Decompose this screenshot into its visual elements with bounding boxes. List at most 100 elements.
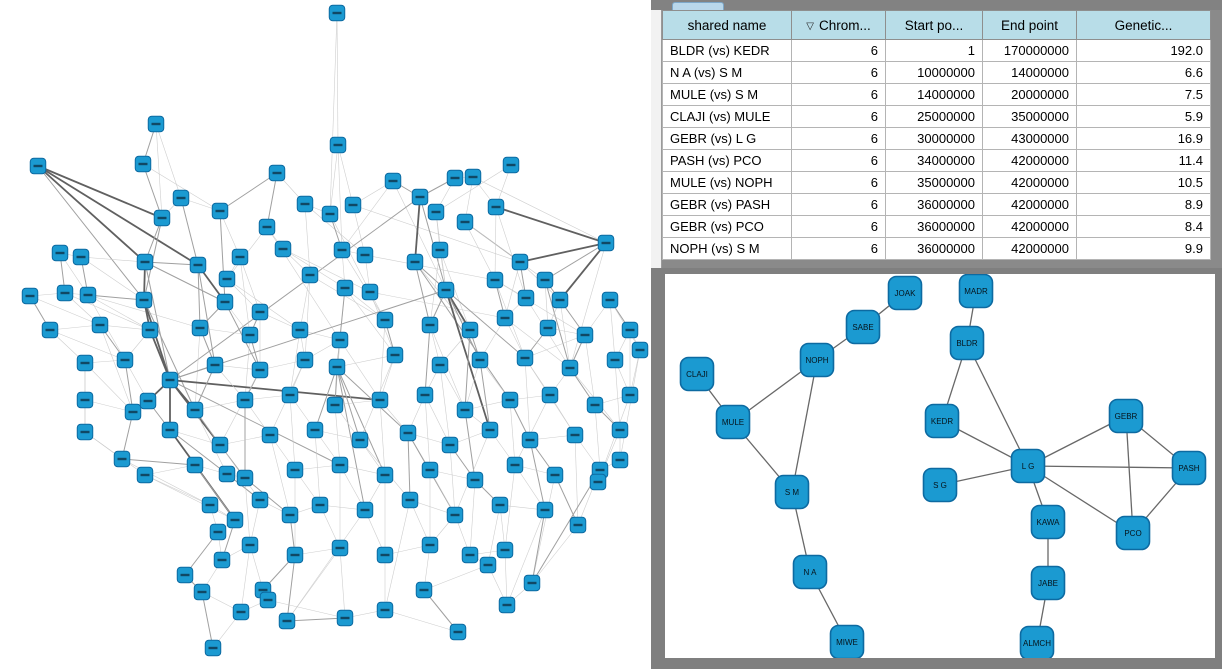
network-node[interactable]	[386, 346, 404, 364]
network-node[interactable]	[589, 473, 607, 491]
network-node[interactable]	[231, 248, 249, 266]
table-cell[interactable]: 6.6	[1076, 61, 1211, 84]
network-node-n-a[interactable]: N A	[792, 554, 828, 590]
table-cell[interactable]: 6	[791, 215, 886, 238]
network-node[interactable]	[336, 279, 354, 297]
network-node[interactable]	[241, 536, 259, 554]
table-cell[interactable]: PASH (vs) PCO	[662, 149, 792, 172]
network-node[interactable]	[281, 506, 299, 524]
network-node[interactable]	[76, 391, 94, 409]
network-node[interactable]	[546, 466, 564, 484]
network-node[interactable]	[561, 359, 579, 377]
table-row[interactable]: GEBR (vs) L G 6 30000000 43000000 16.9	[662, 127, 1211, 150]
network-node[interactable]	[576, 326, 594, 344]
network-node[interactable]	[601, 291, 619, 309]
network-node[interactable]	[291, 321, 309, 339]
network-node[interactable]	[351, 431, 369, 449]
network-node-almch[interactable]: ALMCH	[1019, 625, 1055, 659]
network-node[interactable]	[456, 401, 474, 419]
network-node-claji[interactable]: CLAJI	[679, 356, 715, 392]
table-cell[interactable]: 7.5	[1076, 83, 1211, 106]
table-cell[interactable]: 6	[791, 61, 886, 84]
table-cell[interactable]: 14000000	[982, 61, 1077, 84]
network-node[interactable]	[124, 403, 142, 421]
network-node[interactable]	[376, 601, 394, 619]
table-row[interactable]: N A (vs) S M 6 10000000 14000000 6.6	[662, 61, 1211, 84]
network-node[interactable]	[134, 155, 152, 173]
table-cell[interactable]: 34000000	[885, 149, 983, 172]
network-node[interactable]	[427, 203, 445, 221]
column-header-shared-name[interactable]: shared name	[662, 10, 792, 40]
network-node[interactable]	[421, 316, 439, 334]
network-node[interactable]	[193, 583, 211, 601]
table-cell[interactable]: 6	[791, 105, 886, 128]
table-cell[interactable]: 1	[885, 39, 983, 62]
network-node[interactable]	[611, 451, 629, 469]
table-cell[interactable]: 36000000	[885, 237, 983, 260]
table-cell[interactable]: 8.9	[1076, 193, 1211, 216]
network-node[interactable]	[76, 354, 94, 372]
network-node[interactable]	[496, 309, 514, 327]
network-node[interactable]	[464, 168, 482, 186]
network-node[interactable]	[251, 491, 269, 509]
network-node[interactable]	[449, 623, 467, 641]
table-cell[interactable]: 16.9	[1076, 127, 1211, 150]
network-node[interactable]	[456, 213, 474, 231]
network-node[interactable]	[91, 316, 109, 334]
network-node[interactable]	[406, 253, 424, 271]
table-cell[interactable]: 6	[791, 83, 886, 106]
network-node[interactable]	[399, 424, 417, 442]
network-node[interactable]	[621, 386, 639, 404]
table-cell[interactable]: MULE (vs) S M	[662, 83, 792, 106]
network-node[interactable]	[191, 319, 209, 337]
network-node[interactable]	[136, 466, 154, 484]
table-cell[interactable]: NOPH (vs) S M	[662, 237, 792, 260]
table-cell[interactable]: 14000000	[885, 83, 983, 106]
network-node[interactable]	[486, 271, 504, 289]
table-cell[interactable]: BLDR (vs) KEDR	[662, 39, 792, 62]
network-node[interactable]	[328, 358, 346, 376]
network-node[interactable]	[517, 289, 535, 307]
table-cell[interactable]: GEBR (vs) L G	[662, 127, 792, 150]
network-node-gebr[interactable]: GEBR	[1108, 398, 1144, 434]
network-node[interactable]	[551, 291, 569, 309]
table-row[interactable]: BLDR (vs) KEDR 6 1 170000000 192.0	[662, 39, 1211, 62]
table-cell[interactable]: 42000000	[982, 215, 1077, 238]
network-node[interactable]	[113, 450, 131, 468]
column-header-start-po[interactable]: Start po...	[885, 10, 983, 40]
network-node[interactable]	[56, 284, 74, 302]
table-cell[interactable]: GEBR (vs) PASH	[662, 193, 792, 216]
network-node[interactable]	[326, 396, 344, 414]
network-node[interactable]	[431, 356, 449, 374]
network-node[interactable]	[498, 596, 516, 614]
network-node[interactable]	[329, 136, 347, 154]
network-node[interactable]	[536, 501, 554, 519]
network-node[interactable]	[213, 551, 231, 569]
column-header-genetic[interactable]: Genetic...	[1076, 10, 1211, 40]
table-cell[interactable]: 25000000	[885, 105, 983, 128]
table-cell[interactable]: 20000000	[982, 83, 1077, 106]
table-cell[interactable]: 11.4	[1076, 149, 1211, 172]
network-node[interactable]	[569, 516, 587, 534]
network-node[interactable]	[416, 386, 434, 404]
table-cell[interactable]: N A (vs) S M	[662, 61, 792, 84]
network-node[interactable]	[496, 541, 514, 559]
network-node[interactable]	[286, 461, 304, 479]
table-cell[interactable]: 6	[791, 149, 886, 172]
table-cell[interactable]: 6	[791, 237, 886, 260]
table-cell[interactable]: 35000000	[885, 171, 983, 194]
table-cell[interactable]: 36000000	[885, 215, 983, 238]
network-node[interactable]	[331, 331, 349, 349]
network-node[interactable]	[321, 205, 339, 223]
network-node[interactable]	[356, 246, 374, 264]
network-node[interactable]	[606, 351, 624, 369]
network-node[interactable]	[371, 391, 389, 409]
network-node[interactable]	[258, 218, 276, 236]
table-row[interactable]: GEBR (vs) PCO 6 36000000 42000000 8.4	[662, 215, 1211, 238]
network-node[interactable]	[286, 546, 304, 564]
network-node[interactable]	[502, 156, 520, 174]
network-node-s-g[interactable]: S G	[922, 467, 958, 503]
network-node[interactable]	[211, 202, 229, 220]
table-cell[interactable]: 5.9	[1076, 105, 1211, 128]
network-node[interactable]	[176, 566, 194, 584]
